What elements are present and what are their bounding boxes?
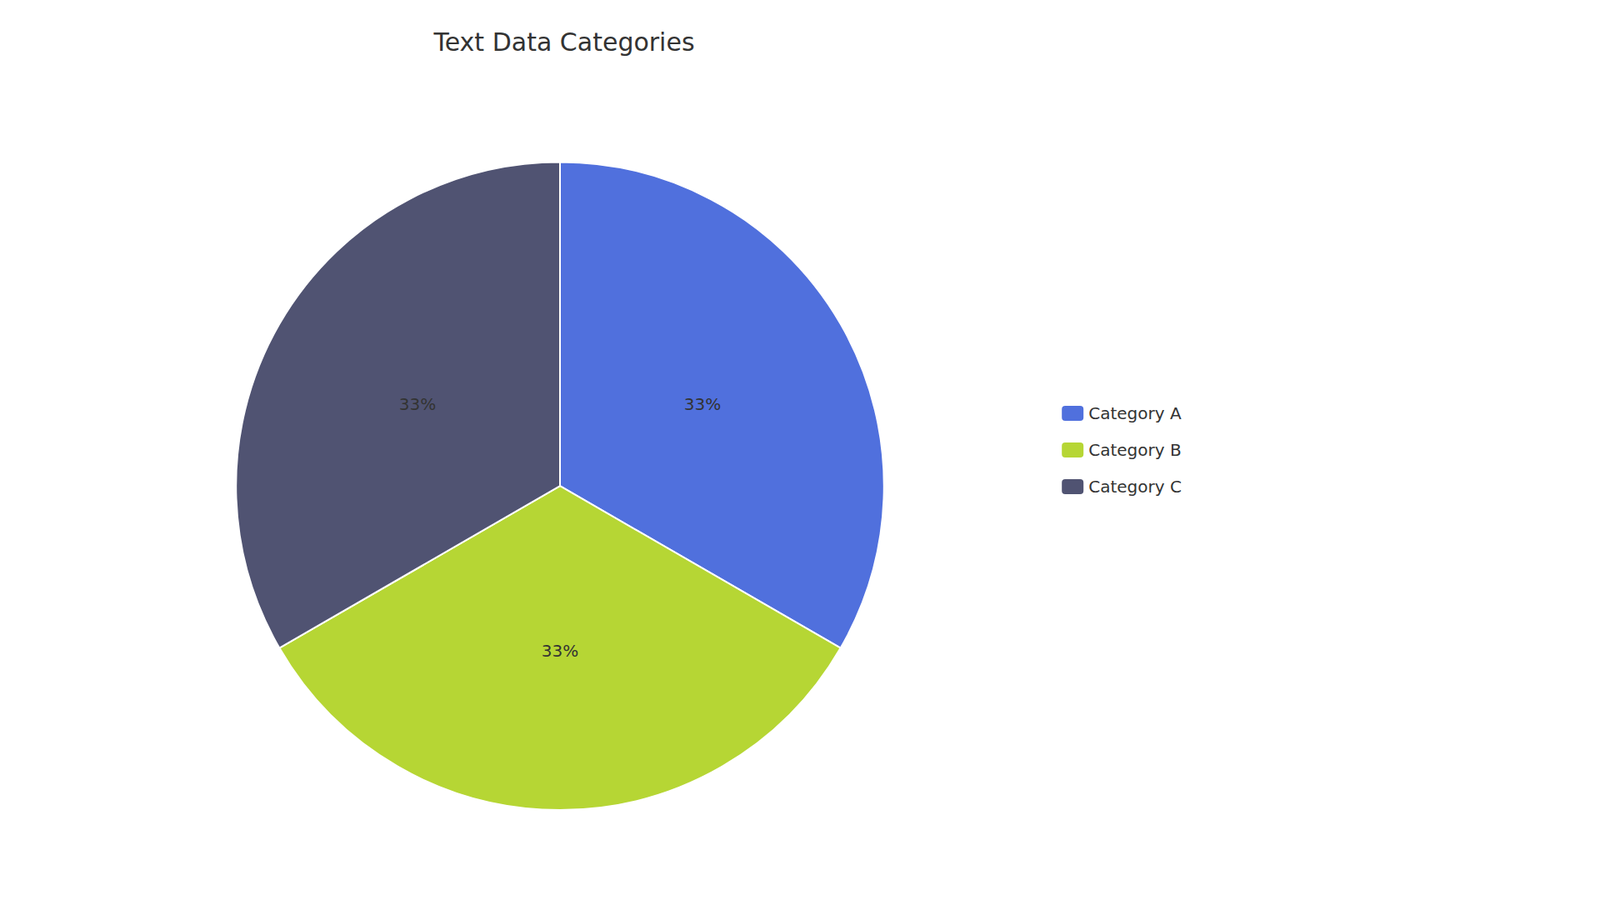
- svg-text:33%: 33%: [541, 640, 579, 661]
- svg-text:Category B: Category B: [1088, 440, 1181, 460]
- svg-text:Category C: Category C: [1088, 476, 1182, 497]
- svg-text:33%: 33%: [684, 394, 721, 415]
- svg-text:Text Data Categories: Text Data Categories: [432, 27, 695, 57]
- svg-text:33%: 33%: [399, 394, 436, 415]
- svg-text:Category A: Category A: [1088, 403, 1182, 424]
